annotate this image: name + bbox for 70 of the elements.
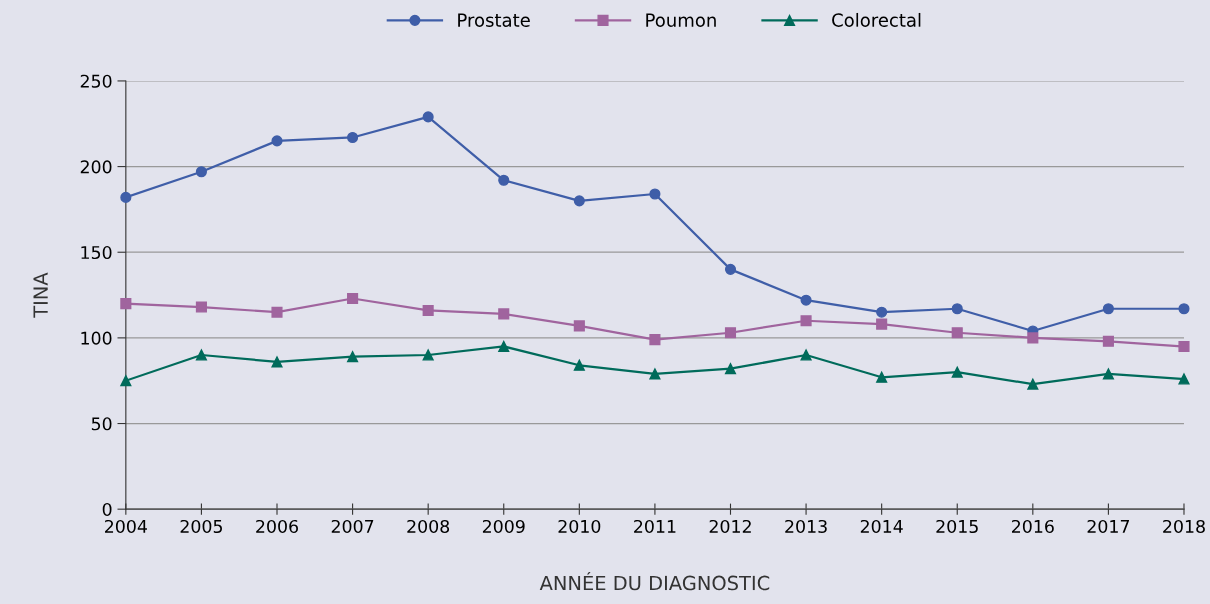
point xyxy=(1178,373,1190,385)
point xyxy=(951,366,963,378)
point xyxy=(1102,335,1114,347)
point xyxy=(649,334,661,346)
y-axis-title: TINA xyxy=(33,272,48,318)
x-tick-label: 2009 xyxy=(482,519,525,534)
point xyxy=(195,166,207,178)
point xyxy=(347,351,359,363)
point xyxy=(1027,332,1039,344)
point xyxy=(498,308,510,320)
point xyxy=(649,368,661,380)
y-tick-label: 50 xyxy=(91,417,112,431)
point xyxy=(347,131,359,144)
x-tick-label: 2016 xyxy=(1012,519,1054,534)
x-tick-label: 2013 xyxy=(785,519,827,534)
y-tick-label: 200 xyxy=(80,160,112,174)
x-tick-label: 2015 xyxy=(936,519,978,534)
point xyxy=(800,315,812,327)
legend-label: Colorectal xyxy=(832,12,921,27)
point xyxy=(1178,303,1190,315)
x-tick-label: 2017 xyxy=(1087,519,1130,534)
x-tick-label: 2018 xyxy=(1163,519,1205,534)
point xyxy=(422,111,434,123)
legend-label: Prostate xyxy=(458,13,530,27)
point xyxy=(1178,340,1190,352)
point xyxy=(120,375,132,387)
x-tick-label: 2006 xyxy=(256,519,298,534)
legend-label: Poumon xyxy=(646,13,716,27)
point xyxy=(876,306,888,318)
x-tick-label: 2008 xyxy=(407,519,450,534)
point xyxy=(649,188,661,200)
point xyxy=(271,135,283,147)
point xyxy=(573,359,585,371)
y-tick-label: 0 xyxy=(102,502,112,517)
point xyxy=(498,174,510,186)
point xyxy=(195,349,207,361)
point xyxy=(951,327,963,339)
x-tick-label: 2011 xyxy=(634,519,676,534)
point xyxy=(876,318,888,330)
point xyxy=(422,304,434,317)
point xyxy=(800,349,812,361)
point xyxy=(573,320,585,332)
point xyxy=(1027,378,1039,390)
point xyxy=(120,191,132,203)
point xyxy=(573,195,585,207)
point xyxy=(271,356,283,368)
point xyxy=(800,294,812,306)
point xyxy=(271,306,283,318)
point xyxy=(951,303,963,315)
point xyxy=(498,340,510,352)
x-tick-label: 2005 xyxy=(180,519,222,534)
y-tick-label: 250 xyxy=(80,74,112,88)
y-tick-label: 100 xyxy=(81,331,112,345)
point xyxy=(347,292,359,305)
point xyxy=(195,301,207,313)
point xyxy=(876,371,888,383)
point xyxy=(1102,368,1114,380)
point xyxy=(120,298,132,310)
x-tick-label: 2007 xyxy=(331,519,374,534)
point xyxy=(1102,303,1114,315)
x-tick-label: 2012 xyxy=(709,519,751,534)
y-tick-label: 150 xyxy=(81,245,112,260)
point xyxy=(724,363,737,375)
x-axis-title: ANNÉE DU DIAGNOSTIC xyxy=(539,572,770,591)
x-tick-label: 2004 xyxy=(105,519,147,534)
x-tick-label: 2010 xyxy=(558,519,601,534)
x-tick-label: 2014 xyxy=(860,519,903,534)
point xyxy=(422,349,434,361)
point xyxy=(724,263,737,275)
point xyxy=(724,327,737,339)
